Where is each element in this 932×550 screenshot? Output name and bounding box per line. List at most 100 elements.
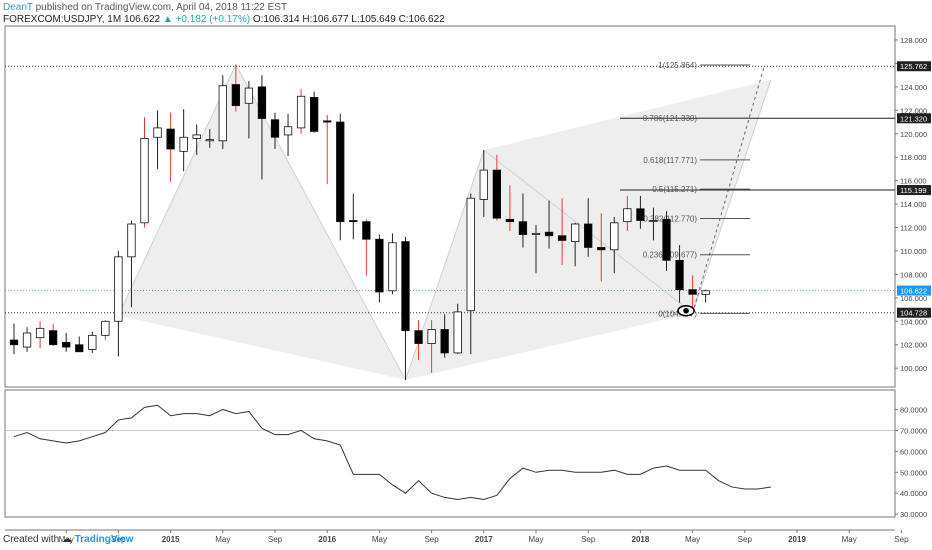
chart-header: DeanT published on TradingView.com, Apri… — [3, 2, 903, 26]
time-tick-label: May — [215, 535, 230, 544]
time-tick-label: 2019 — [788, 535, 806, 544]
candle-body[interactable] — [701, 290, 710, 295]
pattern-triangle-1 — [405, 150, 693, 380]
candle-body[interactable] — [440, 329, 449, 354]
close-label: C: — [398, 14, 409, 25]
candle-body[interactable] — [270, 119, 280, 138]
rsi-tick-label: 70.0000 — [900, 426, 927, 435]
candle-body[interactable] — [688, 289, 697, 295]
rsi-tick-label: 50.0000 — [900, 468, 927, 477]
last-price: 106.622 — [123, 14, 161, 25]
time-tick-label: 2015 — [162, 535, 180, 544]
candle-body[interactable] — [518, 221, 528, 235]
time-tick-label: 2017 — [475, 535, 493, 544]
symbol-line: FOREXCOM:USDJPY, 1M 106.622 ▲ +0.182 (+0… — [3, 14, 903, 26]
candle-body[interactable] — [414, 330, 423, 344]
candle-body[interactable] — [636, 208, 645, 221]
up-arrow-icon: ▲ — [162, 14, 173, 25]
candle-body[interactable] — [388, 242, 397, 292]
price-tick-label: 108.000 — [900, 270, 927, 279]
rsi-tick-label: 40.0000 — [900, 489, 927, 498]
candle-body[interactable] — [492, 169, 502, 219]
candle-body[interactable] — [427, 329, 436, 344]
candle-body[interactable] — [610, 222, 619, 251]
candle-body[interactable] — [649, 220, 658, 222]
candle-body[interactable] — [114, 256, 123, 322]
candle-body[interactable] — [153, 127, 162, 138]
time-tick-label: Sep — [894, 535, 909, 544]
price-tick-label: 106.000 — [900, 294, 927, 303]
candle-body[interactable] — [623, 208, 632, 223]
candle-body[interactable] — [362, 221, 371, 240]
time-tick-label: Sep — [111, 535, 126, 544]
close-value: 106.622 — [408, 14, 445, 25]
rsi-tick-label: 30.0000 — [900, 510, 927, 519]
candle-body[interactable] — [557, 235, 567, 241]
main-pane-frame — [4, 25, 896, 388]
candle-body[interactable] — [179, 136, 188, 152]
price-label-box — [897, 307, 931, 318]
candle-body[interactable] — [662, 218, 671, 261]
candle-body[interactable] — [544, 231, 554, 237]
rsi-tick-label: 80.0000 — [900, 405, 927, 414]
candle-body[interactable] — [140, 138, 149, 224]
open-label: O: — [252, 14, 264, 25]
candle-body[interactable] — [466, 197, 475, 312]
low-value: 105.649 — [359, 14, 396, 25]
candle-body[interactable] — [127, 223, 136, 258]
price-label-text: 115.199 — [900, 186, 927, 195]
candle-body[interactable] — [375, 238, 384, 293]
price-label-box — [897, 113, 931, 124]
pattern-triangle-0 — [118, 64, 406, 380]
candle-body[interactable] — [49, 330, 58, 346]
price-label-box — [897, 285, 931, 296]
candle-body[interactable] — [401, 241, 410, 332]
high-label: H: — [302, 14, 313, 25]
candle-body[interactable] — [205, 139, 214, 142]
candle-body[interactable] — [9, 339, 19, 346]
candle-body[interactable] — [584, 223, 593, 248]
candle-body[interactable] — [505, 218, 515, 223]
candle-body[interactable] — [192, 134, 201, 139]
price-label-text: 106.622 — [900, 287, 927, 296]
tradingview-logo-icon: ☁ — [61, 534, 72, 545]
candle-body[interactable] — [479, 169, 488, 200]
candle-body[interactable] — [231, 84, 241, 107]
candle-body[interactable] — [323, 120, 332, 123]
candle-body[interactable] — [166, 128, 175, 150]
candle-body[interactable] — [336, 121, 345, 223]
candle-body[interactable] — [101, 320, 110, 336]
time-tick-label: May — [59, 535, 74, 544]
rsi-pane-frame — [4, 389, 896, 518]
candle-body[interactable] — [453, 311, 462, 354]
candle-body[interactable] — [35, 327, 45, 339]
candle-body[interactable] — [531, 232, 541, 235]
candle-body[interactable] — [597, 247, 606, 251]
time-tick-label: May — [842, 535, 857, 544]
price-tick-label: 120.000 — [900, 130, 927, 139]
candle-body[interactable] — [257, 86, 267, 119]
candle-body[interactable] — [675, 259, 684, 291]
candle-body[interactable] — [62, 341, 71, 348]
candle-body[interactable] — [309, 97, 319, 132]
time-tick-label: Sep — [581, 535, 596, 544]
price-tick-label: 118.000 — [900, 153, 927, 162]
candle-body[interactable] — [244, 87, 254, 104]
author-link[interactable]: DeanT — [3, 2, 33, 13]
candle-body[interactable] — [22, 332, 32, 348]
time-tick-label: Sep — [268, 535, 283, 544]
candle-body[interactable] — [571, 223, 580, 242]
candle-body[interactable] — [296, 95, 306, 129]
tradingview-brand[interactable]: TradingView — [74, 534, 134, 545]
price-tick-label: 112.000 — [900, 224, 927, 233]
publish-line: DeanT published on TradingView.com, Apri… — [3, 2, 903, 14]
candle-body[interactable] — [283, 126, 293, 136]
candle-body[interactable] — [75, 344, 84, 353]
rsi-series-line — [13, 404, 771, 501]
price-tick-label: 124.000 — [900, 83, 927, 92]
price-change: +0.182 (+0.17%) — [175, 14, 251, 25]
candle-body[interactable] — [349, 220, 358, 223]
candle-body[interactable] — [88, 334, 97, 350]
candle-body[interactable] — [218, 85, 227, 142]
